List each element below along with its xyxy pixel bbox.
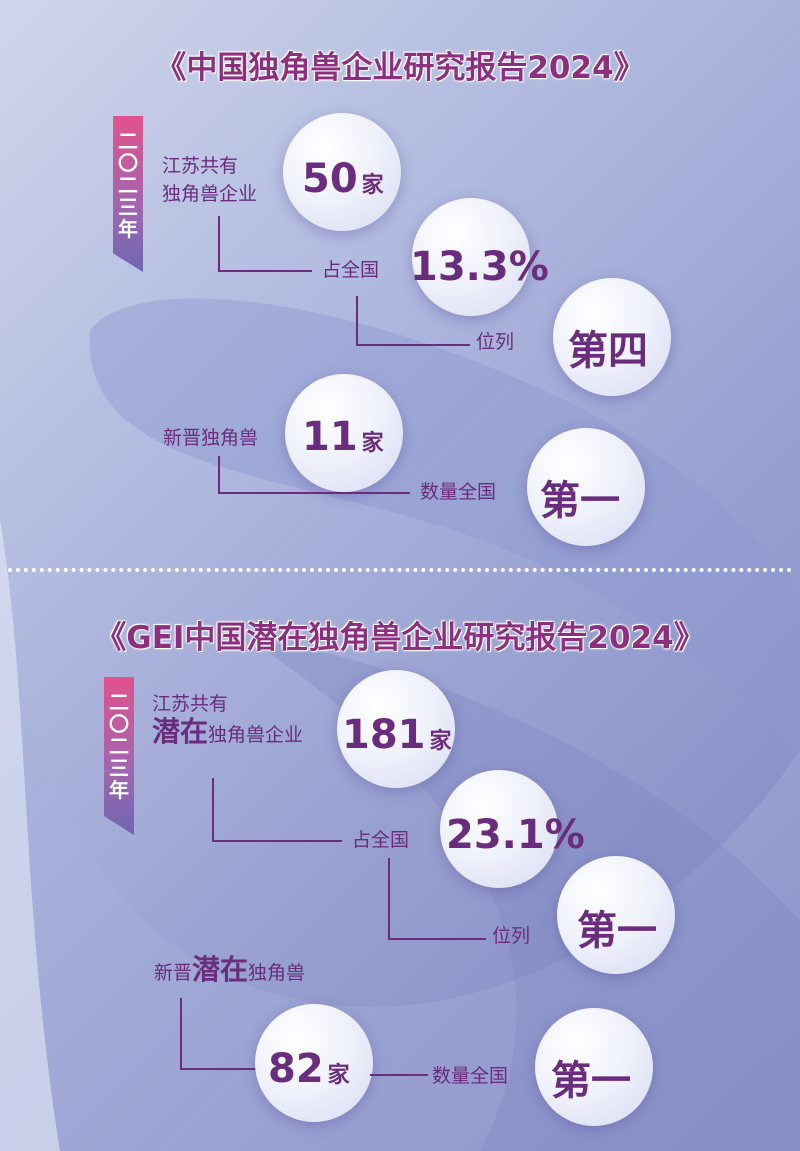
- s2-value-share: 23.1%: [446, 812, 585, 858]
- s2-circle-1: [337, 670, 455, 788]
- s2-label-national: 数量全国: [432, 1065, 509, 1087]
- s2-label-jiangsu: 江苏共有 潜在独角兽企业: [152, 690, 303, 749]
- s1-label1-line2: 独角兽企业: [162, 183, 258, 205]
- s1-unit: 家: [361, 173, 384, 198]
- year-char: 年: [118, 217, 138, 241]
- s2-value-new: 82 家: [268, 1046, 350, 1092]
- s2-circle-4: [255, 1004, 373, 1122]
- section2-title: 《GEI中国潜在独角兽企业研究报告2024》: [95, 620, 705, 656]
- s1-value4: 11: [302, 414, 358, 460]
- year-char: 年: [109, 778, 129, 802]
- s1-label-national: 数量全国: [420, 481, 497, 503]
- s2-connector-2: [388, 858, 486, 940]
- s1-value-share: 13.3%: [410, 244, 549, 290]
- s2-label-new: 新晋潜在独角兽: [154, 956, 305, 987]
- s2-label4-post: 独角兽: [248, 962, 306, 984]
- s1-unit: 家: [361, 431, 384, 456]
- year-char: 二: [109, 690, 129, 714]
- s2-label1-line2: 潜在独角兽企业: [152, 718, 303, 749]
- s2-label-rank: 位列: [492, 925, 531, 947]
- s1-label1-line1: 江苏共有: [162, 155, 239, 177]
- section1-year-tag: 二 〇 二 三 年: [113, 116, 143, 272]
- s1-value-count: 50 家: [302, 156, 384, 202]
- s1-label-rank: 位列: [476, 331, 515, 353]
- s1-connector-2: [356, 296, 470, 346]
- s2-value-rank: 第一: [577, 908, 657, 954]
- s1-value1: 50: [302, 156, 358, 202]
- s1-value-rank: 第四: [568, 328, 648, 374]
- s2-label1-line1: 江苏共有: [152, 693, 229, 715]
- s2-circle-5: [535, 1008, 653, 1126]
- year-char: 二: [118, 173, 138, 197]
- s2-circle-3: [557, 856, 675, 974]
- s2-unit: 家: [327, 1063, 350, 1088]
- s2-value-national: 第一: [551, 1058, 631, 1104]
- s1-circle-2: [412, 198, 530, 316]
- s2-label4-big: 潜在: [192, 953, 249, 986]
- section2-year-tag: 二 〇 二 三 年: [104, 677, 134, 835]
- s1-circle-3: [553, 278, 671, 396]
- year-char: 三: [118, 195, 138, 219]
- s2-value-count: 181 家: [342, 712, 452, 758]
- year-char: 〇: [118, 151, 138, 175]
- s2-unit: 家: [429, 729, 452, 754]
- s1-value-new: 11 家: [302, 414, 384, 460]
- year-char: 二: [109, 734, 129, 758]
- s1-circle-1: [283, 113, 401, 231]
- s2-label4-pre: 新晋: [154, 962, 193, 984]
- s2-label-share: 占全国: [352, 829, 410, 851]
- year-char: 二: [118, 129, 138, 153]
- s1-label-jiangsu: 江苏共有 独角兽企业: [162, 152, 257, 208]
- s1-circle-5: [527, 428, 645, 546]
- s1-value-national: 第一: [540, 478, 620, 524]
- year-char: 三: [109, 756, 129, 780]
- s2-connector-3: [180, 998, 256, 1070]
- s2-value1: 181: [342, 712, 426, 758]
- year-char: 〇: [109, 712, 129, 736]
- section1-title: 《中国独角兽企业研究报告2024》: [155, 50, 645, 86]
- s2-connector-4: [370, 1074, 428, 1076]
- s1-circle-4: [285, 374, 403, 492]
- s2-value4: 82: [268, 1046, 324, 1092]
- s1-label-share: 占全国: [322, 259, 380, 281]
- dotted-divider: [8, 568, 792, 572]
- s1-connector-1: [218, 216, 312, 272]
- s2-circle-2: [440, 770, 558, 888]
- s2-label1-big: 潜在: [152, 715, 209, 748]
- s1-label-new: 新晋独角兽: [163, 427, 259, 449]
- s2-connector-1: [212, 778, 342, 842]
- s2-label1-rest: 独角兽企业: [208, 724, 304, 746]
- s1-connector-3: [218, 456, 410, 494]
